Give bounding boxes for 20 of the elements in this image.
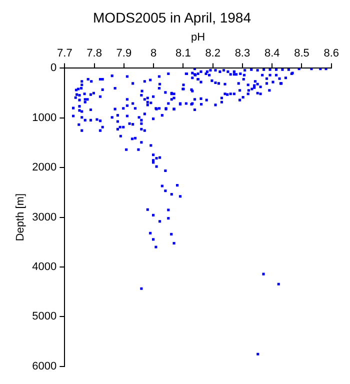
x-tick-label: 8.5 [294,48,310,60]
y-axis-title: Depth [m] [14,193,27,242]
y-tick-label: 1000 [32,112,57,124]
y-tick-label: 0 [50,62,57,74]
y-tick-label: 3000 [32,211,57,224]
x-tick-label: 8.1 [176,48,191,60]
x-tick-label: 8.6 [324,48,340,60]
x-tick-label: 8.4 [264,48,280,60]
x-tick-label: 8 [150,48,157,60]
x-tick-label: 7.9 [116,48,132,60]
x-tick-label: 7.8 [86,48,102,60]
chart-title: MODS2005 in April, 1984 [93,9,252,26]
y-tick-label: 4000 [32,261,57,274]
y-tick-label: 2000 [32,162,57,174]
y-tick-label: 6000 [32,360,57,372]
x-tick-label: 7.7 [57,48,72,60]
x-axis-title: pH [190,31,206,44]
x-tick-label: 8.2 [205,48,220,60]
x-tick-label: 8.3 [234,48,250,60]
y-tick-label: 5000 [32,310,57,323]
